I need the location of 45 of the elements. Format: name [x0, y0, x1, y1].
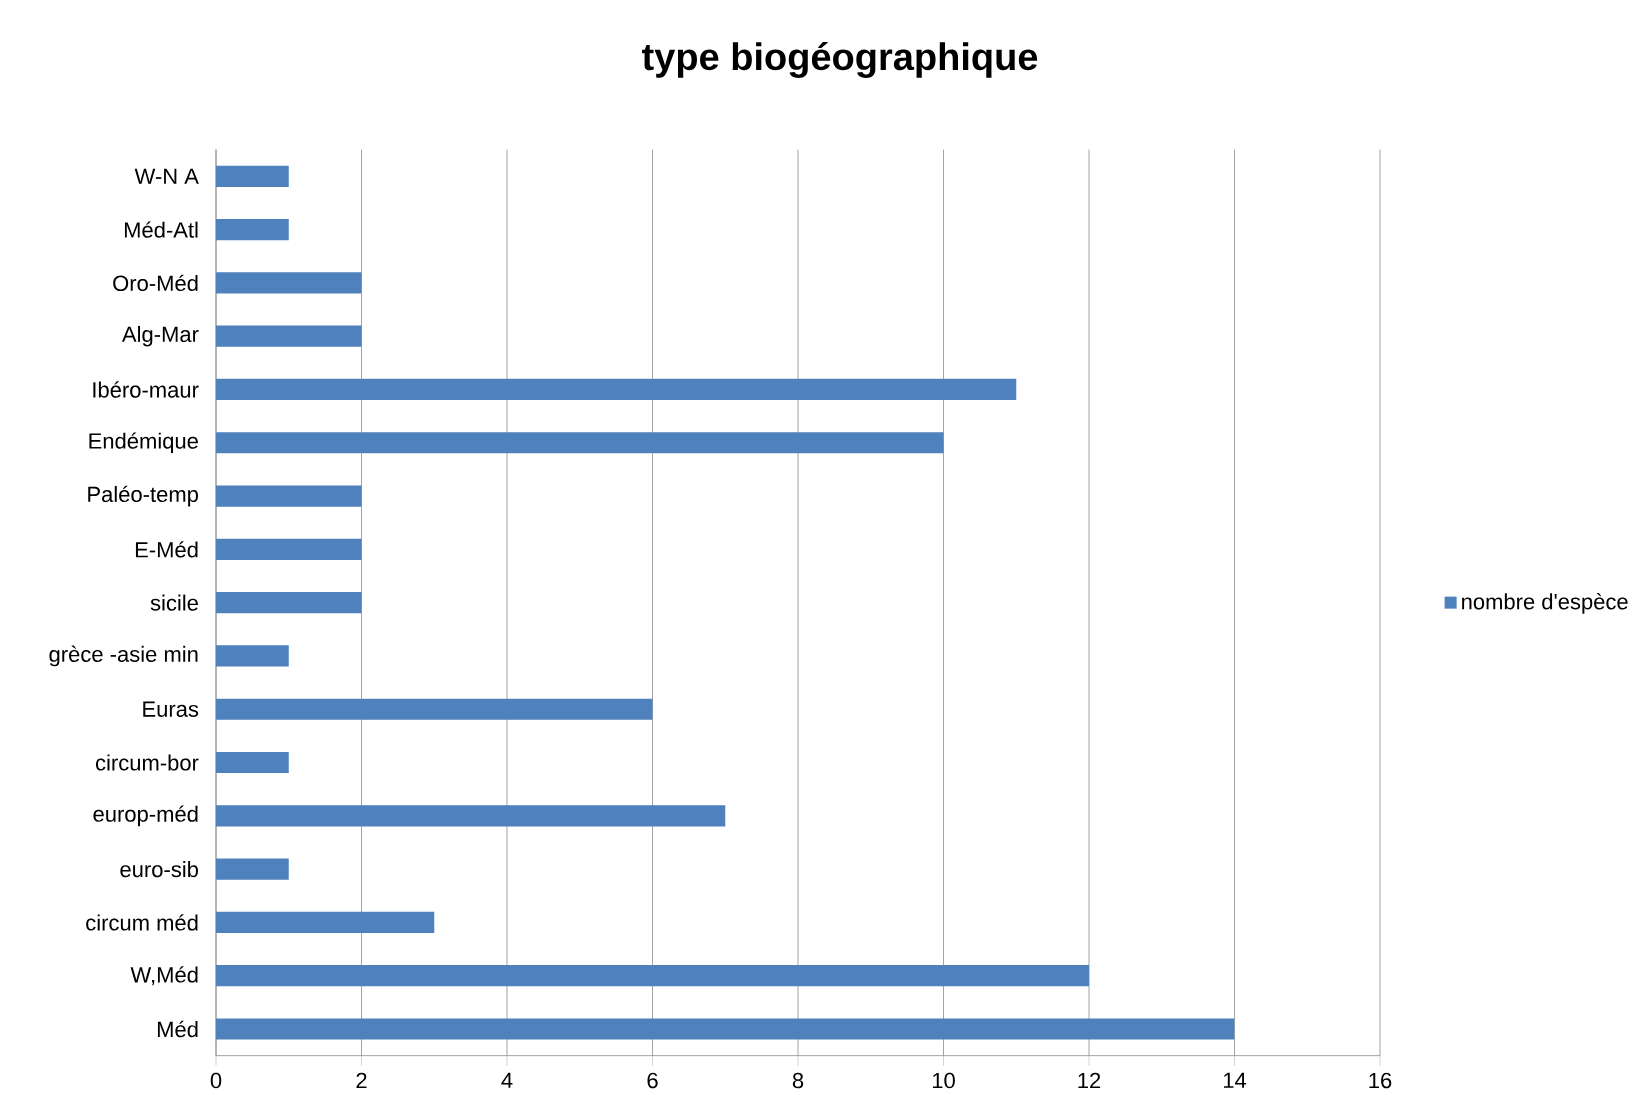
- bar: [216, 325, 362, 347]
- legend-label: nombre d'espèce: [1462, 593, 1628, 614]
- y-tick-label: europ-méd: [93, 805, 198, 827]
- x-tick-label: 8: [792, 1072, 804, 1089]
- bar: [216, 592, 362, 614]
- y-tick-label: circum méd: [86, 914, 198, 931]
- bar: [216, 218, 289, 241]
- y-tick-label: Méd-Atl: [124, 221, 198, 238]
- x-tick-label: 12: [1078, 1072, 1101, 1089]
- bar: [216, 272, 362, 294]
- x-tick-label: 10: [932, 1072, 955, 1089]
- bar: [216, 432, 944, 454]
- x-tick-label: 16: [1369, 1072, 1392, 1089]
- bar: [216, 165, 289, 187]
- bar: [216, 698, 653, 720]
- y-tick-label: Euras: [143, 701, 199, 717]
- x-tick-label: 0: [210, 1072, 222, 1089]
- y-tick-label: W-N A: [134, 168, 199, 184]
- y-tick-label: euro-sib: [120, 861, 198, 878]
- bar: [216, 751, 289, 774]
- x-tick-label: 2: [356, 1072, 367, 1089]
- x-tick-label: 4: [501, 1072, 513, 1088]
- bar: [216, 645, 289, 667]
- bar: [216, 538, 362, 560]
- y-tick-label: Oro-Méd: [113, 274, 198, 292]
- bar: [216, 1018, 1235, 1040]
- bar: [216, 965, 1090, 987]
- y-tick-label: Ibéro-maur: [93, 381, 199, 398]
- x-tick-label: 6: [647, 1072, 658, 1089]
- y-tick-label: E-Méd: [135, 541, 198, 558]
- y-tick-label: Paléo-temp: [88, 485, 198, 507]
- bar: [216, 911, 435, 934]
- y-tick-label: Endémique: [89, 432, 198, 454]
- y-tick-label: sicile: [150, 594, 198, 611]
- x-tick-label: 14: [1223, 1072, 1247, 1088]
- bar: [216, 485, 362, 507]
- y-tick-label: Méd: [157, 1020, 198, 1038]
- y-tick-label: Alg-Mar: [121, 325, 199, 347]
- y-tick-label: grèce -asie min: [49, 645, 198, 667]
- chart-title: type biogéographique: [642, 42, 1038, 78]
- bar: [216, 378, 1017, 401]
- bar: [216, 805, 726, 827]
- bar: [216, 858, 289, 880]
- y-tick-label: circum-bor: [95, 754, 199, 771]
- y-tick-label: W,Méd: [130, 966, 198, 986]
